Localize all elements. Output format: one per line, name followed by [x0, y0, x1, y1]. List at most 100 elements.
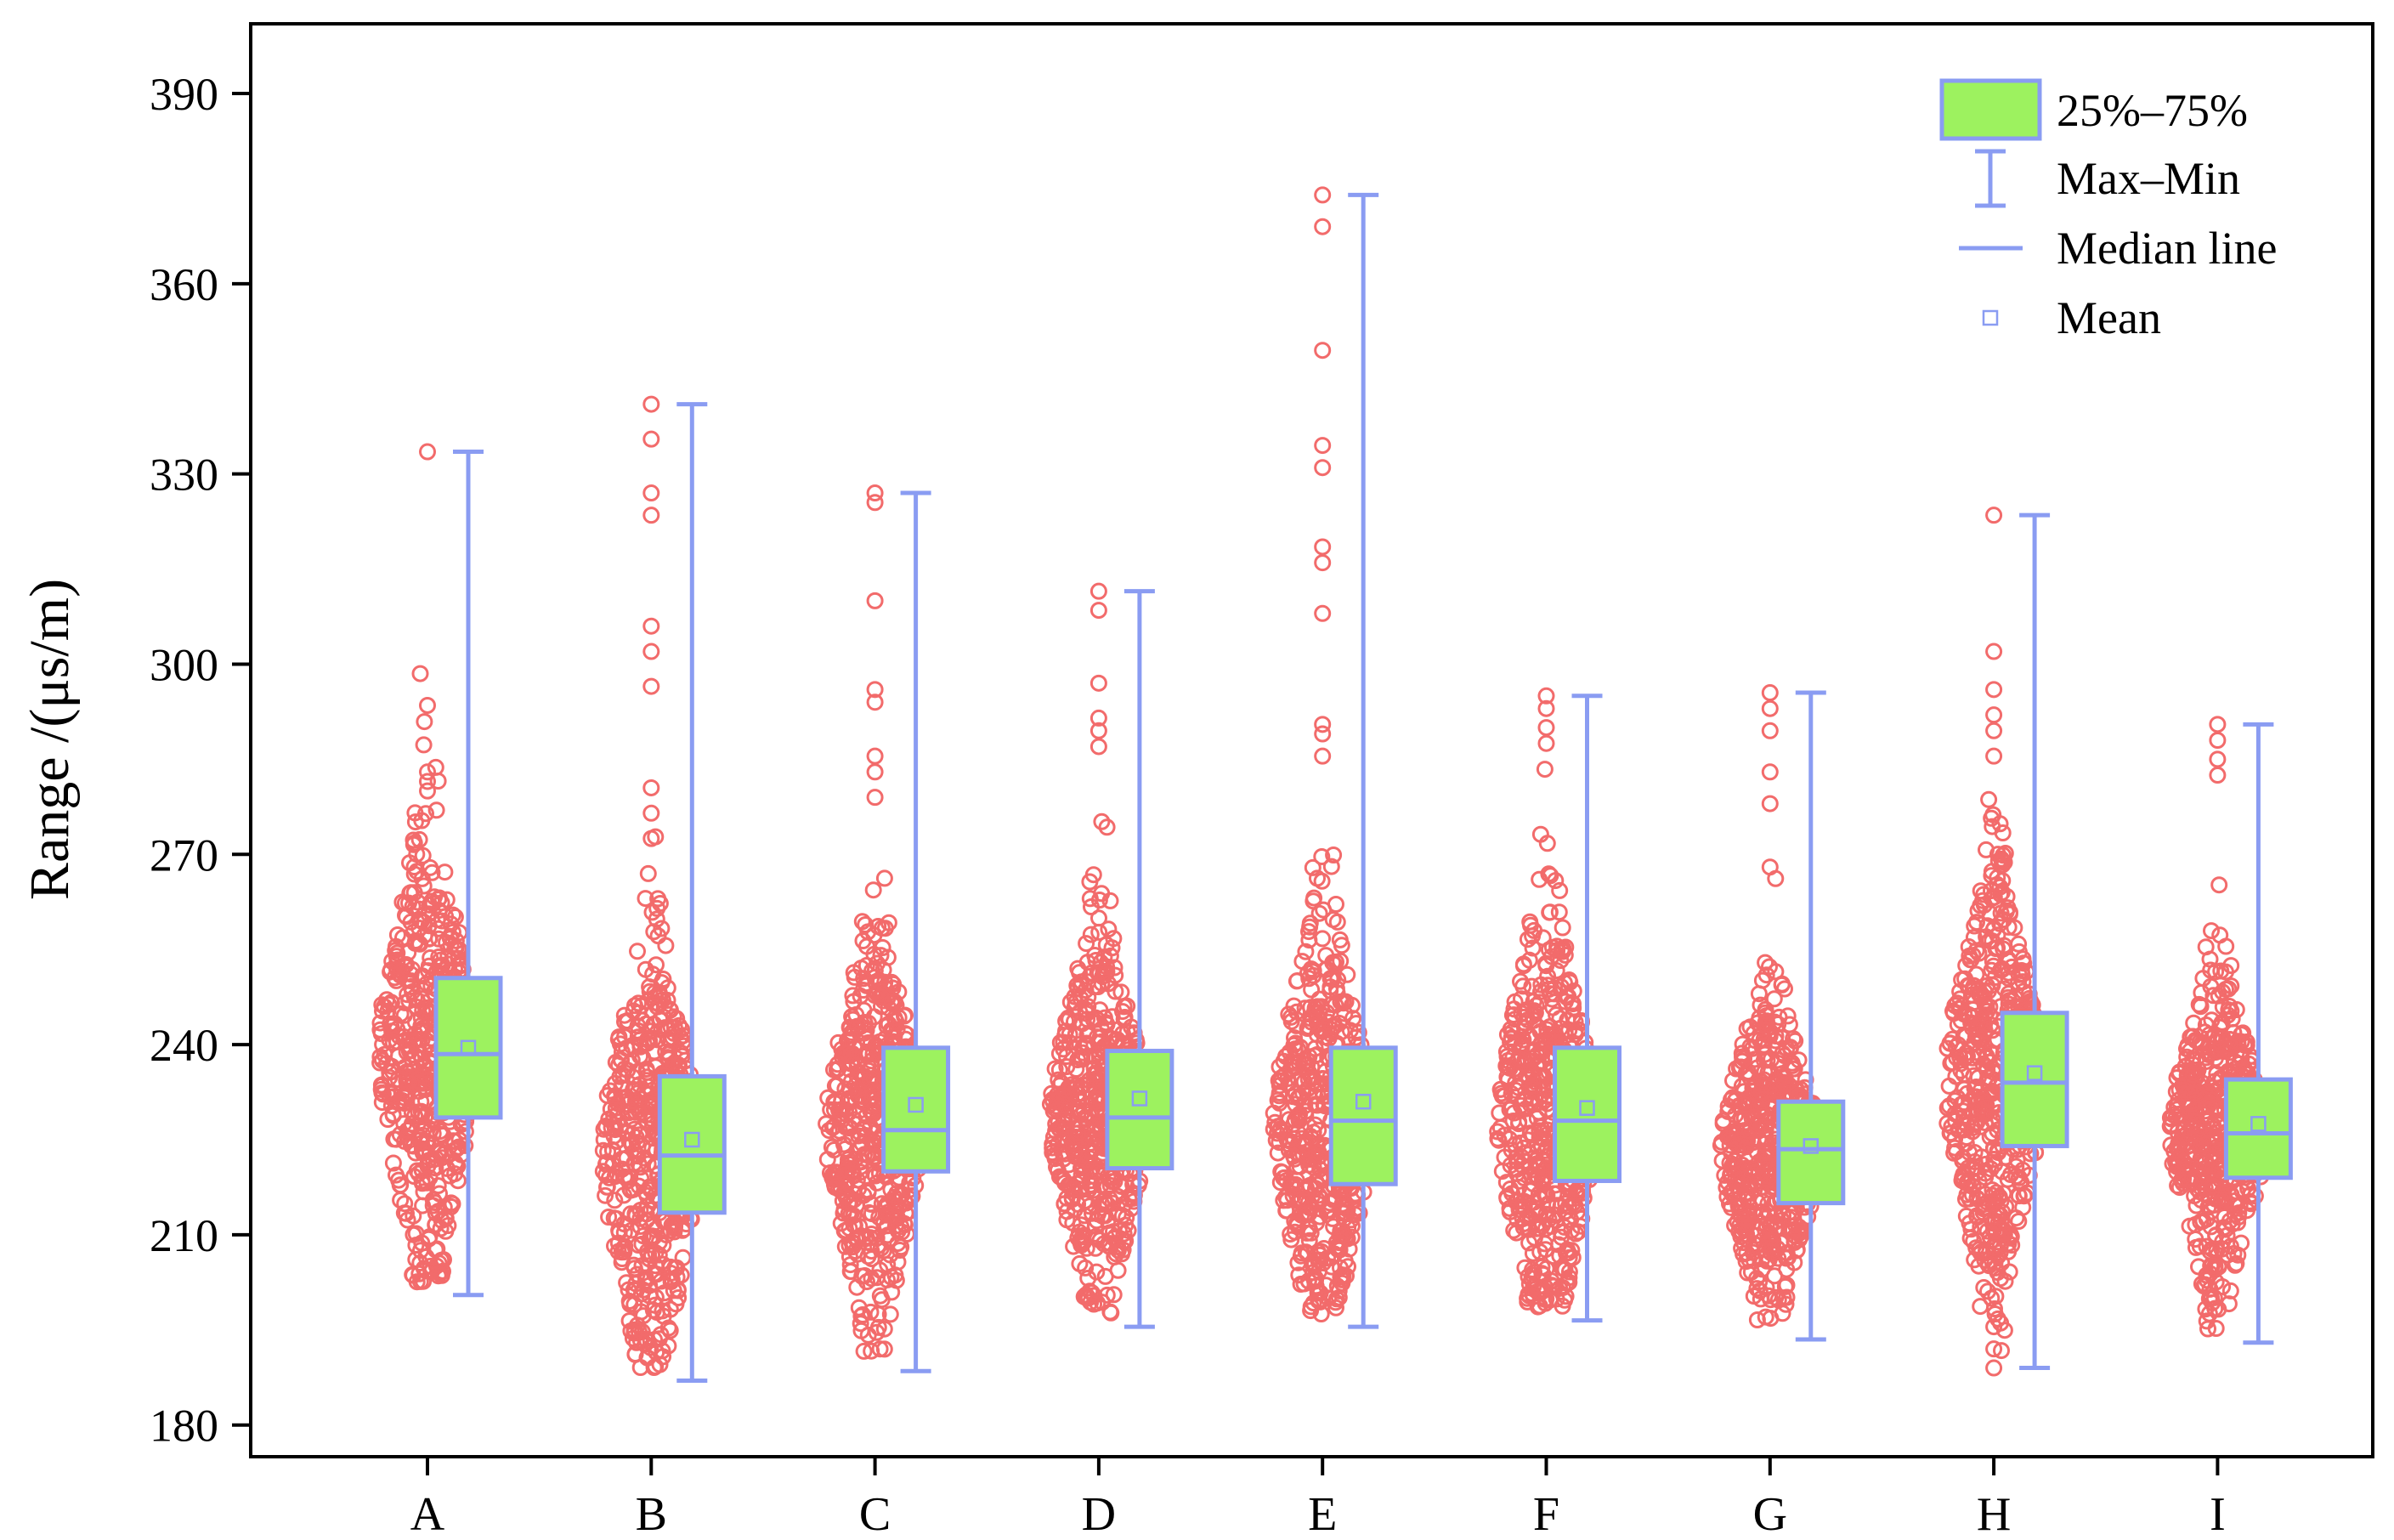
data-point [1334, 1204, 1352, 1222]
data-point [1968, 1209, 1986, 1226]
data-point [2001, 1229, 2018, 1247]
outlier-point [1761, 763, 1779, 781]
data-point [1736, 1215, 1754, 1233]
mean-marker [460, 1039, 477, 1056]
legend-label-box: 25%–75% [2057, 85, 2248, 136]
data-point [2187, 1231, 2204, 1248]
outlier-point [2209, 767, 2227, 784]
data-point [1331, 931, 1349, 948]
data-point [411, 1272, 429, 1290]
outlier-point [1314, 538, 1332, 556]
data-point [1944, 1030, 1961, 1048]
data-point [1075, 1233, 1093, 1251]
data-point [401, 854, 418, 872]
data-point [1536, 1235, 1554, 1253]
data-point [837, 1044, 855, 1062]
data-point [1343, 996, 1361, 1014]
data-point [1102, 1304, 1120, 1322]
outlier-point [1985, 1318, 2003, 1336]
data-point [1047, 1122, 1065, 1140]
outlier-point [642, 677, 660, 695]
data-point [1055, 1111, 1072, 1129]
outliers-F [1537, 687, 1555, 752]
outlier-point [866, 763, 884, 781]
data-point [1300, 1231, 1318, 1249]
data-point [622, 1103, 640, 1121]
data-point [1053, 1143, 1071, 1161]
outlier-point [1314, 604, 1332, 622]
data-point [2203, 1161, 2221, 1179]
data-point [1753, 1151, 1771, 1169]
outlier-point [1537, 699, 1555, 717]
data-point [410, 1073, 428, 1091]
data-point [1519, 1293, 1537, 1311]
data-point [1785, 1030, 1803, 1048]
data-point [416, 926, 433, 944]
data-point [850, 1087, 867, 1105]
outlier-point [1314, 218, 1332, 235]
outliers-D [1089, 582, 1107, 756]
data-point [1993, 1342, 2010, 1360]
data-point [1746, 1207, 1764, 1225]
data-point [2222, 957, 2240, 975]
outlier-point [866, 484, 884, 502]
data-point [1313, 848, 1331, 865]
data-point [1078, 1111, 1095, 1129]
data-point [1322, 1021, 1340, 1039]
data-point [667, 1295, 685, 1313]
data-point [859, 1056, 877, 1074]
data-point [1312, 1075, 1330, 1093]
data-point [1979, 982, 1997, 999]
y-tick-label: 360 [150, 259, 218, 310]
data-point [1503, 1006, 1521, 1024]
data-point [844, 1238, 862, 1256]
data-point [1106, 959, 1123, 977]
data-point [2187, 1134, 2205, 1152]
data-point [635, 1149, 653, 1167]
data-point [1071, 1254, 1089, 1272]
data-point [392, 1192, 410, 1209]
data-point [1975, 1279, 1993, 1296]
data-point [857, 1127, 875, 1145]
data-point [1302, 1010, 1320, 1028]
data-point [421, 1169, 439, 1186]
data-point [1058, 1211, 1076, 1229]
data-point [1765, 990, 1783, 1008]
data-point [1075, 1076, 1093, 1094]
data-point [1078, 1289, 1095, 1306]
outlier-point [2209, 732, 2227, 749]
data-point [1055, 1087, 1072, 1104]
data-point [1977, 1155, 1995, 1173]
outlier-point [419, 773, 436, 790]
data-point [639, 1030, 657, 1048]
data-point [1979, 1073, 1996, 1090]
data-point [2179, 1037, 2197, 1055]
data-point [1496, 1148, 1514, 1166]
data-point [434, 1262, 451, 1280]
data-point [2238, 1033, 2255, 1050]
data-point [844, 987, 862, 1005]
data-point [1305, 966, 1322, 984]
data-point [2016, 1186, 2034, 1204]
data-point [406, 804, 424, 822]
data-point [1543, 938, 1561, 956]
outlier-point [642, 617, 660, 635]
data-point [1970, 1026, 1988, 1044]
data-point [2198, 1312, 2216, 1330]
data-point [422, 858, 439, 876]
data-point [641, 1032, 659, 1050]
data-point [626, 1093, 644, 1111]
data-point [446, 909, 464, 926]
data-point [1735, 1234, 1752, 1252]
data-point [896, 1007, 913, 1025]
data-point [2227, 1053, 2244, 1071]
data-point [442, 1197, 460, 1215]
data-point [1058, 1048, 1075, 1065]
data-point [2192, 1213, 2210, 1231]
data-point [651, 895, 669, 912]
data-point [1305, 1124, 1322, 1141]
data-point [2187, 1197, 2205, 1214]
legend-label-maxmin: Max–Min [2057, 153, 2240, 204]
data-point [1091, 1028, 1109, 1046]
data-point [1540, 865, 1558, 883]
